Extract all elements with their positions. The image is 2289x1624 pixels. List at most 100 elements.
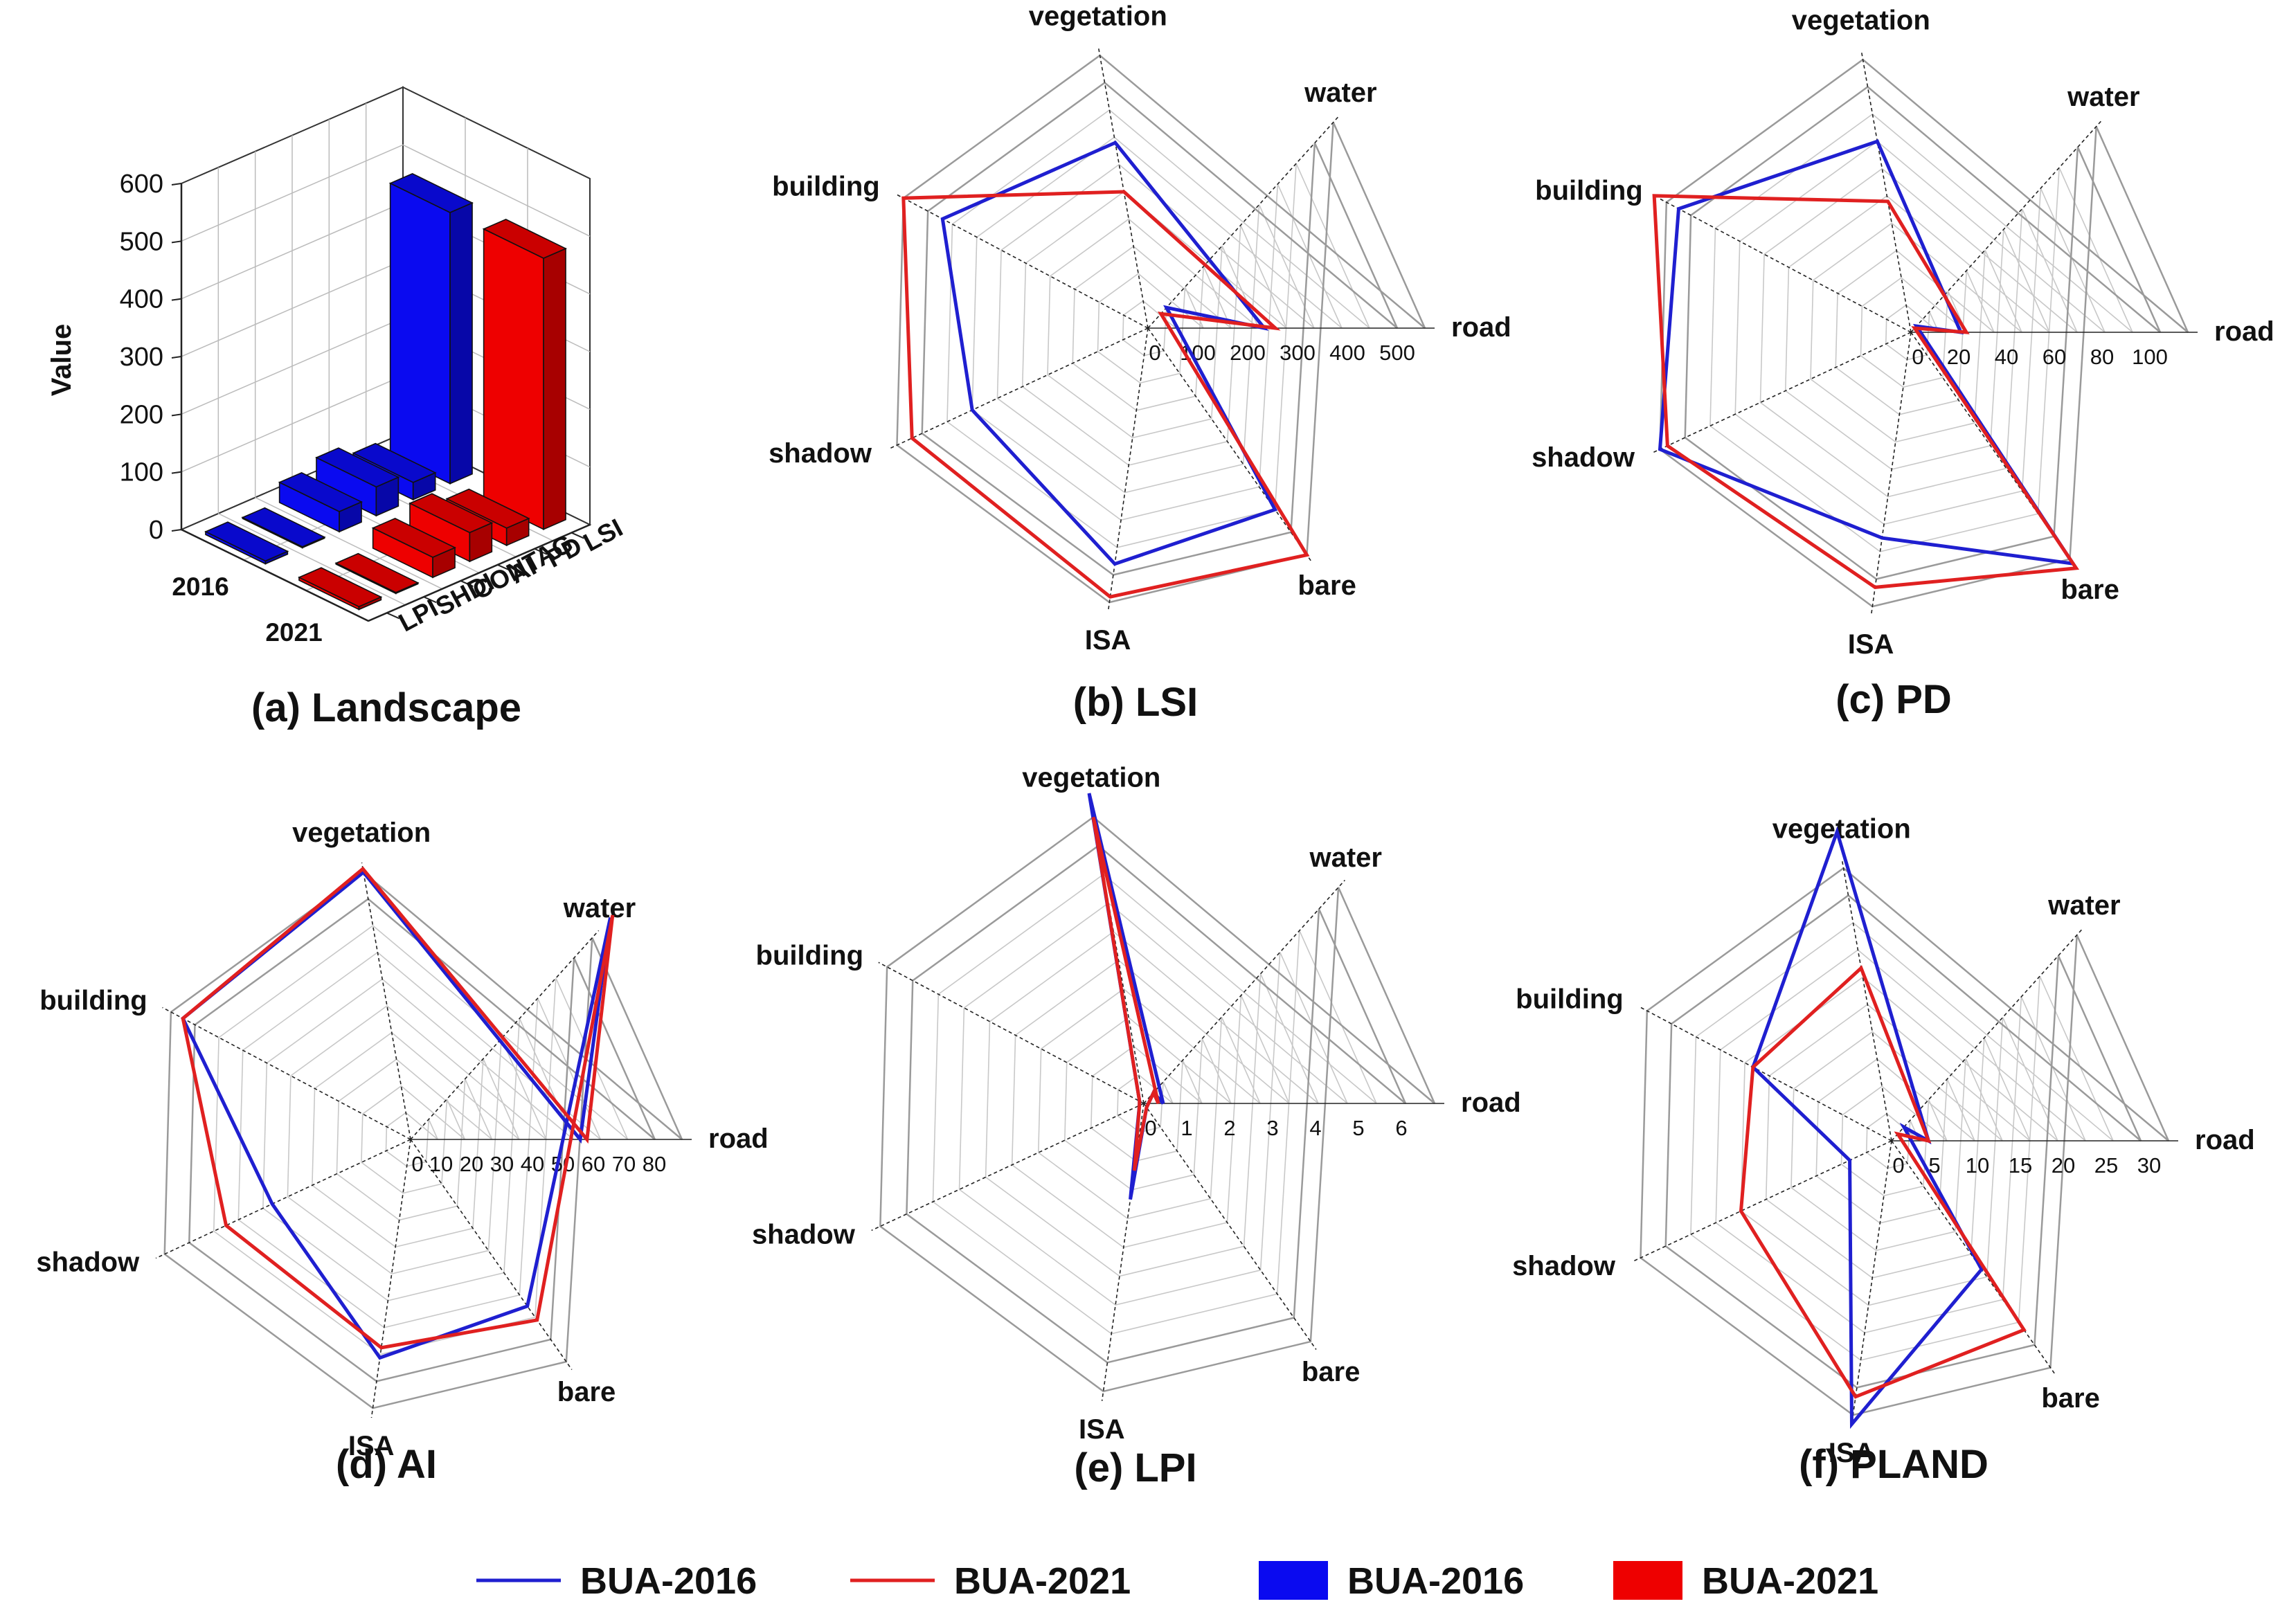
bar-bua-2016-ai (315, 447, 400, 517)
grid-ring (1037, 988, 1261, 1220)
spoke-line (162, 1007, 411, 1140)
axis-label-vegetation: vegetation (1772, 813, 1911, 844)
axis-label-bare: bare (557, 1377, 616, 1407)
ring-tick-label: 25 (2094, 1153, 2118, 1178)
y-tick-label: 300 (120, 343, 163, 372)
axis-label-water: water (2067, 82, 2140, 112)
axis-label-building: building (39, 985, 147, 1016)
grid-ring (336, 1058, 493, 1221)
spoke-line (1107, 327, 1149, 613)
legend-box-swatch (1259, 1561, 1328, 1600)
bar-top-face (388, 172, 474, 213)
axis-label-shadow: shadow (1532, 442, 1635, 473)
bar-top-face (241, 507, 326, 548)
bar-top-face (409, 493, 494, 534)
depth-tick (534, 548, 548, 555)
axis-label-building: building (756, 940, 864, 971)
ring-tick-label: 20 (1947, 345, 1971, 369)
axis-label-bare: bare (1298, 570, 1356, 601)
chart-title-f: (f) PLAND (1799, 1442, 1989, 1487)
axis-label-water: water (1304, 78, 1377, 108)
y-tick-label: 100 (120, 458, 163, 487)
ring-tick-label: 20 (2052, 1153, 2075, 1178)
ring-tick-label: 6 (1395, 1116, 1407, 1140)
ring-tick-label: 2 (1223, 1116, 1235, 1140)
bar-top-face (371, 517, 456, 558)
y-tick (171, 471, 182, 474)
ring-tick-label: 60 (2043, 345, 2066, 369)
legend-label: BUA-2021 (954, 1560, 1131, 1602)
chart-title-b: (b) LSI (1073, 680, 1198, 725)
grid-ring (1664, 894, 2142, 1389)
grid-ring (1097, 273, 1204, 384)
axis-label-bare: bare (2061, 575, 2119, 605)
figure-legend: BUA-2016 BUA-2021 BUA-2016 BUA-2021 (476, 1560, 1878, 1602)
radar-chart-f: road vegetation building shadow ISA bare water… (1512, 813, 2255, 1487)
grid-ring (237, 951, 602, 1328)
ring-tick-label: 70 (612, 1152, 636, 1176)
depth-tick (423, 596, 437, 604)
grid-ring (958, 902, 1348, 1306)
axis-label-water: water (1309, 842, 1382, 873)
axis-label-water: water (563, 893, 636, 923)
grid-ring (1709, 113, 2133, 552)
axis-label-isa: ISA (1829, 1438, 1875, 1468)
grid-ring (1835, 249, 1995, 415)
spoke-line (895, 192, 1149, 329)
series-line-bua-2016 (1658, 139, 2077, 566)
spoke-line (1143, 1103, 1317, 1350)
chart-title-c: (c) PD (1835, 677, 1952, 722)
spoke-line (1147, 327, 1313, 563)
y-axis-label: Value (46, 324, 77, 397)
series-line-bua-2021 (901, 190, 1310, 599)
ring-tick-label: 40 (521, 1152, 544, 1176)
y-tick (171, 356, 182, 359)
grid-ring (385, 1112, 438, 1167)
spoke-line (370, 1139, 411, 1418)
spoke-line (1870, 332, 1912, 617)
y-tick (171, 298, 182, 301)
series-line-bua-2016 (940, 141, 1278, 566)
ring-tick-label: 10 (1966, 1153, 1989, 1178)
grid-ring (879, 815, 1436, 1393)
grid-ring (1865, 1112, 1920, 1169)
bar-bua-2021-ai (409, 493, 494, 563)
bar-top-face (204, 521, 289, 562)
axis-label-bare: bare (2041, 1383, 2100, 1414)
axis-label-shadow: shadow (752, 1219, 856, 1249)
ring-tick-label: 0 (1144, 1116, 1156, 1140)
bar-side-face (543, 247, 566, 530)
grid-ring (996, 163, 1315, 494)
grid-ring (1072, 245, 1232, 411)
grid-ring (906, 845, 1407, 1364)
spoke-line (410, 1139, 573, 1371)
grid-ring (1734, 141, 2106, 525)
axis-label-isa: ISA (348, 1431, 395, 1461)
axis-label-shadow: shadow (769, 438, 872, 469)
ring-tick-label: 500 (1379, 341, 1415, 365)
y-tick (171, 413, 182, 417)
ring-tick-label: 60 (582, 1152, 605, 1176)
axis-label-shadow: shadow (1512, 1251, 1616, 1281)
axis-label-vegetation: vegetation (1022, 763, 1160, 793)
axis-label-isa: ISA (1079, 1414, 1125, 1445)
bar-front-face (389, 182, 451, 485)
legend-box-swatch (1613, 1561, 1682, 1600)
grid-ring (312, 1031, 520, 1248)
ring-tick-label: 400 (1329, 341, 1365, 365)
spoke-line (1638, 1005, 1892, 1142)
axis-label-road: road (2214, 316, 2274, 347)
grid-ring (1090, 1045, 1203, 1162)
axis-label-isa: ISA (1848, 629, 1894, 660)
ring-tick-label: 1 (1181, 1116, 1192, 1140)
depth-tick (571, 532, 584, 539)
y-tick-label: 600 (120, 170, 163, 199)
grid-ring (1063, 1016, 1232, 1191)
grid-ring (361, 1085, 466, 1194)
grid-line (218, 513, 406, 606)
spoke-line (888, 327, 1149, 450)
ring-tick-label: 0 (411, 1152, 423, 1176)
y-tick (171, 240, 182, 244)
grid-ring (1690, 921, 2114, 1361)
grid-ring (1640, 867, 2170, 1416)
